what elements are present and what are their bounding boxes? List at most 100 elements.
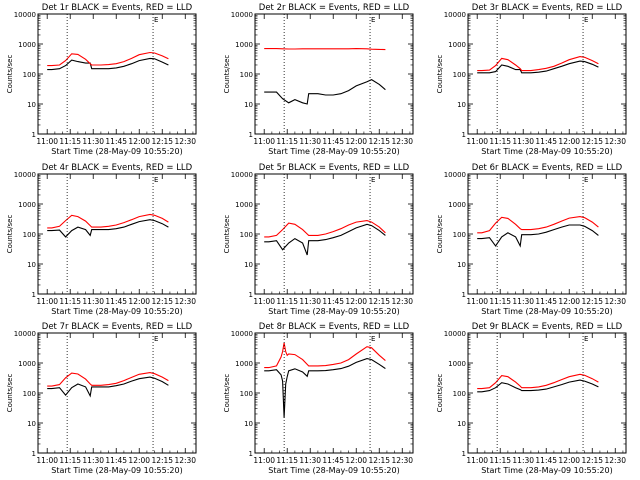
y-tick-label: 10 bbox=[457, 261, 466, 269]
x-tick-label: 12:30 bbox=[391, 456, 413, 465]
x-tick-label: 12:30 bbox=[174, 297, 196, 306]
x-tick-label: 12:00 bbox=[345, 297, 367, 306]
time-marker-label: E bbox=[371, 16, 375, 24]
x-tick-label: 12:15 bbox=[151, 137, 173, 146]
x-tick-label: 12:00 bbox=[128, 297, 150, 306]
x-tick-label: 11:30 bbox=[82, 297, 104, 306]
x-tick-label: 12:00 bbox=[558, 137, 580, 146]
x-tick-label: 11:45 bbox=[535, 137, 557, 146]
x-tick-label: 11:45 bbox=[535, 297, 557, 306]
x-tick-label: 11:00 bbox=[36, 297, 58, 306]
x-tick-label: 12:15 bbox=[151, 297, 173, 306]
y-tick-label: 1000 bbox=[448, 360, 466, 368]
panel-5: Det 5r BLACK = Events, RED = LLD E 1 10 100 1… bbox=[223, 163, 414, 316]
y-tick-label: 10 bbox=[244, 101, 253, 109]
x-tick-label: 11:30 bbox=[82, 456, 104, 465]
series-line-events bbox=[264, 78, 386, 105]
x-tick-label: 12:15 bbox=[368, 137, 390, 146]
x-axis-label: Start Time (28-May-09 10:55:20) bbox=[51, 307, 182, 316]
x-tick-label: 11:45 bbox=[105, 137, 127, 146]
x-tick-label: 11:15 bbox=[489, 456, 511, 465]
x-axis-label: Start Time (28-May-09 10:55:20) bbox=[51, 466, 182, 475]
panel-3: Det 3r BLACK = Events, RED = LLD E 1 10 100 1… bbox=[436, 3, 627, 156]
y-tick-label: 1000 bbox=[18, 360, 36, 368]
x-tick-label: 12:30 bbox=[604, 297, 626, 306]
time-marker-label: E bbox=[371, 176, 375, 184]
x-tick-label: 11:00 bbox=[36, 137, 58, 146]
y-axis-label: Counts/sec bbox=[223, 55, 231, 94]
y-tick-label: 1 bbox=[249, 291, 253, 299]
time-marker-label: E bbox=[154, 176, 158, 184]
y-tick-label: 1000 bbox=[18, 41, 36, 49]
x-tick-label: 11:00 bbox=[36, 456, 58, 465]
y-tick-label: 1 bbox=[32, 291, 36, 299]
x-tick-label: 11:15 bbox=[276, 456, 298, 465]
panel-4: Det 4r BLACK = Events, RED = LLD E 1 10 100 1… bbox=[6, 163, 197, 316]
y-tick-label: 10000 bbox=[444, 330, 466, 338]
x-tick-label: 11:30 bbox=[512, 456, 534, 465]
y-tick-label: 10000 bbox=[231, 330, 253, 338]
y-tick-label: 100 bbox=[240, 71, 253, 79]
y-tick-label: 10000 bbox=[231, 11, 253, 19]
panel-title: Det 7r BLACK = Events, RED = LLD bbox=[42, 322, 193, 332]
y-tick-label: 1000 bbox=[18, 201, 36, 209]
panel-1: Det 1r BLACK = Events, RED = LLD E 1 10 100 1… bbox=[6, 3, 197, 156]
x-tick-label: 12:30 bbox=[174, 137, 196, 146]
y-tick-label: 100 bbox=[453, 231, 466, 239]
x-tick-label: 12:30 bbox=[604, 137, 626, 146]
x-tick-label: 12:15 bbox=[368, 456, 390, 465]
panel-title: Det 9r BLACK = Events, RED = LLD bbox=[472, 322, 623, 332]
time-marker-label: E bbox=[584, 16, 588, 24]
plot-frame bbox=[467, 13, 627, 135]
y-tick-label: 10000 bbox=[14, 330, 36, 338]
y-axis-label: Counts/sec bbox=[6, 55, 14, 94]
series-line-events bbox=[477, 379, 599, 393]
x-tick-label: 11:00 bbox=[253, 137, 275, 146]
x-tick-label: 11:15 bbox=[276, 297, 298, 306]
plot-frame bbox=[37, 13, 197, 135]
x-tick-label: 12:15 bbox=[368, 297, 390, 306]
x-tick-label: 11:15 bbox=[489, 297, 511, 306]
y-axis-label: Counts/sec bbox=[223, 215, 231, 254]
panel-title: Det 3r BLACK = Events, RED = LLD bbox=[472, 3, 623, 13]
x-tick-label: 11:00 bbox=[466, 137, 488, 146]
y-tick-label: 1000 bbox=[448, 41, 466, 49]
plot-frame bbox=[254, 13, 414, 135]
time-marker-label: E bbox=[154, 16, 158, 24]
y-tick-label: 100 bbox=[453, 71, 466, 79]
series-line-events bbox=[47, 57, 169, 71]
panel-title: Det 4r BLACK = Events, RED = LLD bbox=[42, 163, 193, 173]
panel-title: Det 6r BLACK = Events, RED = LLD bbox=[472, 163, 623, 173]
x-axis-label: Start Time (28-May-09 10:55:20) bbox=[268, 307, 399, 316]
series-line-events bbox=[47, 376, 169, 398]
y-tick-label: 100 bbox=[240, 231, 253, 239]
x-tick-label: 12:00 bbox=[558, 456, 580, 465]
x-axis-label: Start Time (28-May-09 10:55:20) bbox=[481, 307, 612, 316]
x-axis-label: Start Time (28-May-09 10:55:20) bbox=[481, 147, 612, 156]
y-tick-label: 10000 bbox=[444, 171, 466, 179]
time-marker-label: E bbox=[154, 335, 158, 343]
series-line-lld bbox=[47, 213, 169, 229]
series-line-lld bbox=[264, 220, 386, 238]
panel-7: Det 7r BLACK = Events, RED = LLD E 1 10 100 1… bbox=[6, 322, 197, 475]
y-tick-label: 10 bbox=[244, 420, 253, 428]
y-axis-label: Counts/sec bbox=[223, 374, 231, 413]
series-line-events bbox=[47, 219, 169, 238]
time-marker-label: E bbox=[584, 176, 588, 184]
plot-frame bbox=[37, 173, 197, 295]
series-line-lld bbox=[477, 216, 599, 234]
x-tick-label: 12:30 bbox=[604, 456, 626, 465]
x-tick-label: 12:00 bbox=[128, 456, 150, 465]
x-tick-label: 12:15 bbox=[581, 137, 603, 146]
series-line-lld bbox=[264, 342, 386, 369]
y-tick-label: 1 bbox=[249, 450, 253, 458]
x-tick-label: 11:30 bbox=[512, 137, 534, 146]
x-tick-label: 11:45 bbox=[105, 456, 127, 465]
series-line-lld bbox=[477, 56, 599, 72]
panel-9: Det 9r BLACK = Events, RED = LLD E 1 10 100 1… bbox=[436, 322, 627, 475]
series-line-lld bbox=[47, 51, 169, 67]
x-tick-label: 12:00 bbox=[128, 137, 150, 146]
y-tick-label: 100 bbox=[23, 71, 36, 79]
y-tick-label: 10 bbox=[457, 420, 466, 428]
panel-title: Det 2r BLACK = Events, RED = LLD bbox=[259, 3, 410, 13]
